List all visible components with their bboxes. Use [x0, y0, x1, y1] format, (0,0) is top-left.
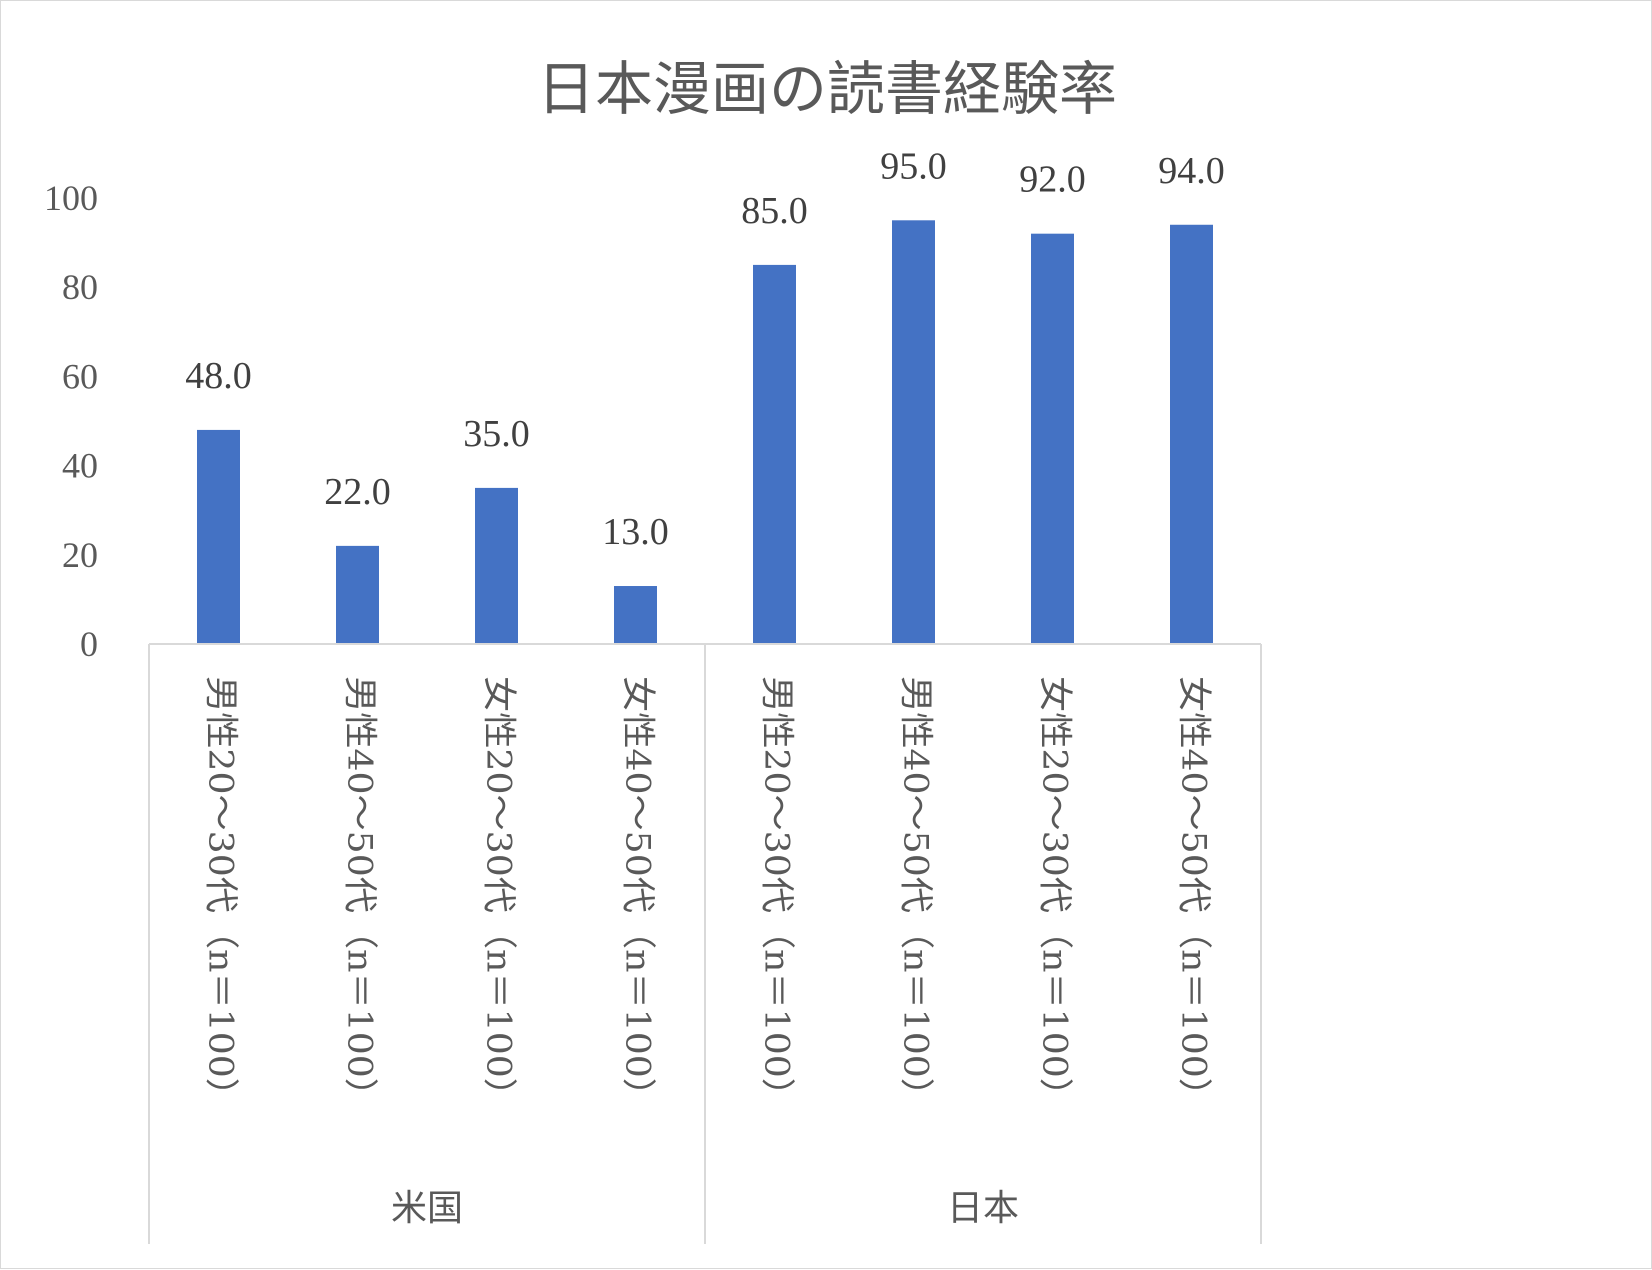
data-label: 22.0 [324, 471, 391, 513]
data-label: 35.0 [463, 413, 530, 455]
category-label: 女性40～50代（n＝100） [1174, 676, 1214, 1114]
group-label: 米国 [391, 1188, 463, 1229]
category-axis [148, 643, 1262, 1244]
data-label: 94.0 [1158, 150, 1225, 192]
chart-title: 日本漫画の読書経験率 [537, 55, 1117, 123]
bar [475, 487, 518, 644]
category-label: 男性20～30代（n＝100） [201, 676, 241, 1114]
category-label: 男性20～30代（n＝100） [757, 676, 797, 1114]
bar [197, 429, 240, 644]
y-tick-label: 60 [62, 356, 98, 396]
y-tick-label: 20 [62, 535, 98, 575]
y-tick-label: 40 [62, 446, 98, 486]
group-labels: 米国 日本 [391, 1188, 1019, 1229]
y-tick-label: 80 [62, 267, 98, 307]
category-label: 女性40～50代（n＝100） [618, 676, 658, 1114]
category-label: 女性20～30代（n＝100） [1035, 676, 1075, 1114]
bars [197, 220, 1213, 645]
bar [892, 220, 935, 645]
data-label: 48.0 [185, 355, 252, 397]
data-label: 13.0 [602, 511, 669, 553]
y-tick-label: 100 [44, 178, 98, 218]
data-label: 85.0 [741, 190, 808, 232]
category-label: 女性20～30代（n＝100） [479, 676, 519, 1114]
y-tick-label: 0 [80, 624, 98, 664]
category-labels: 男性20～30代（n＝100） 男性40～50代（n＝100） 女性20～30代（n… [201, 676, 1214, 1114]
bar [1170, 224, 1213, 644]
y-axis-ticks: 0 20 40 60 80 100 [44, 178, 98, 664]
data-label: 95.0 [880, 145, 947, 187]
bar [753, 264, 796, 644]
data-label: 92.0 [1019, 159, 1086, 201]
group-label: 日本 [947, 1188, 1019, 1229]
data-labels: 48.0 22.0 35.0 13.0 85.0 95.0 92.0 94.0 [185, 145, 1225, 553]
bar [336, 545, 379, 644]
category-label: 男性40～50代（n＝100） [896, 676, 936, 1114]
bar [614, 586, 657, 644]
category-label: 男性40～50代（n＝100） [340, 676, 380, 1114]
bar [1031, 233, 1074, 644]
